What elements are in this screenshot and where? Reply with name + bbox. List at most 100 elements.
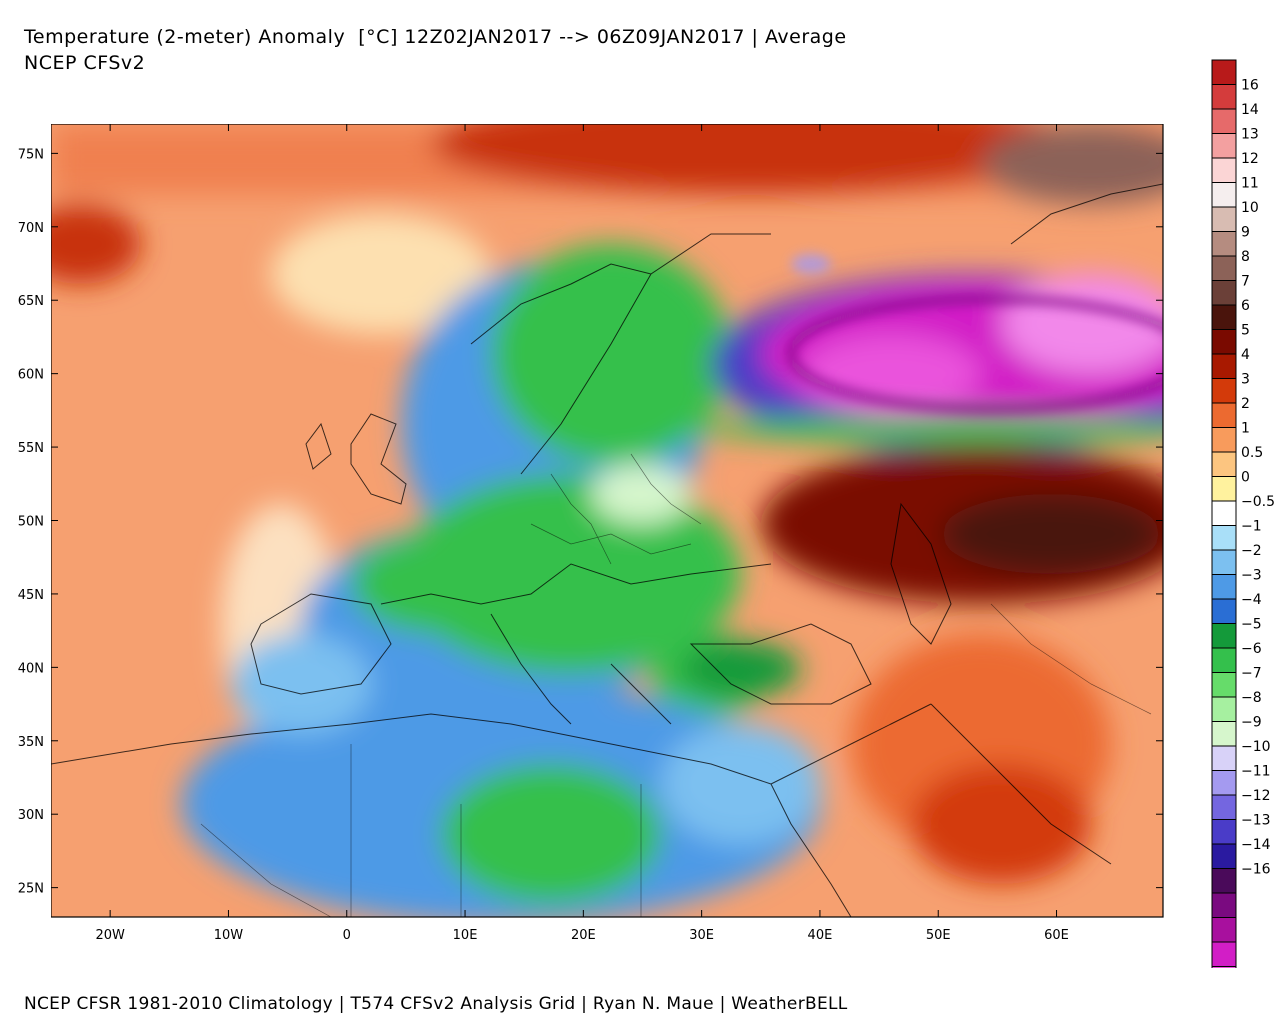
colorbar-swatch (1211, 574, 1237, 600)
colorbar-label: 5 (1241, 323, 1250, 339)
colorbar-label: 12 (1241, 151, 1259, 167)
lon-tick-label: 20E (571, 928, 596, 943)
colorbar-label: −6 (1241, 641, 1262, 657)
colorbar-swatch (1211, 598, 1237, 624)
colorbar-swatch (1211, 378, 1237, 404)
map-axes: 20W 10W 0 10E 20E 30E 40E 50E 60E (51, 124, 1163, 943)
colorbar-label: 0.5 (1241, 445, 1263, 461)
colorbar-swatch (1211, 745, 1237, 771)
colorbar-label: 1 (1241, 421, 1250, 437)
colorbar-label: 6 (1241, 298, 1250, 314)
colorbar-swatch (1211, 59, 1237, 85)
colorbar-swatch (1211, 794, 1237, 820)
colorbar-label: 10 (1241, 200, 1259, 216)
colorbar-swatch (1211, 353, 1237, 379)
lat-tick-label: 30N (18, 808, 44, 823)
colorbar-swatch (1211, 402, 1237, 428)
colorbar-label: 8 (1241, 249, 1250, 265)
colorbar-label: −5 (1241, 617, 1262, 633)
colorbar-label: 4 (1241, 347, 1250, 363)
map-title: Temperature (2-meter) Anomaly [°C] 12Z02… (24, 26, 847, 48)
lat-tick-label: 45N (18, 588, 44, 603)
lat-tick-label: 25N (18, 882, 44, 897)
anomaly-map: 20W 10W 0 10E 20E 30E 40E 50E 60E (51, 124, 1164, 943)
colorbar-swatch (1211, 819, 1237, 845)
lon-tick-label: 50E (926, 928, 951, 943)
colorbar-swatch (1211, 157, 1237, 183)
colorbar-swatch (1211, 84, 1237, 110)
lon-tick-label: 60E (1044, 928, 1069, 943)
colorbar-label: −10 (1241, 739, 1271, 755)
colorbar-label: −7 (1241, 666, 1262, 682)
colorbar-swatch (1211, 500, 1237, 526)
colorbar-swatch (1211, 721, 1237, 747)
colorbar-label: −0.5 (1241, 494, 1275, 510)
map-footer: NCEP CFSR 1981-2010 Climatology | T574 C… (24, 994, 848, 1014)
lon-tick-label: 0 (343, 928, 351, 943)
lon-tick-label: 10E (453, 928, 478, 943)
colorbar-swatch (1211, 108, 1237, 134)
colorbar-legend: 16 14 13 12 11 10 9 8 7 6 5 4 3 2 1 0.5 0 −0.5 −1 −2 −3 −4 −5 −… (1211, 59, 1275, 968)
colorbar-label: 7 (1241, 274, 1250, 290)
lat-tick-label: 60N (18, 368, 44, 383)
lon-tick-label: 10W (214, 928, 244, 943)
colorbar-label: 0 (1241, 470, 1250, 486)
lon-tick-label: 30E (689, 928, 714, 943)
lat-tick-label: 55N (18, 441, 44, 456)
lat-tick-label: 40N (18, 661, 44, 676)
lon-tick-label: 40E (808, 928, 833, 943)
colorbar-swatch (1211, 623, 1237, 649)
anomaly-field (51, 124, 1163, 917)
model-name: NCEP CFSv2 (24, 52, 146, 74)
colorbar-swatch (1211, 549, 1237, 575)
map-title-block: Temperature (2-meter) Anomaly [°C] 12Z02… (24, 24, 847, 76)
colorbar-label: −4 (1241, 592, 1262, 608)
colorbar-swatch (1211, 427, 1237, 453)
colorbar-label: −1 (1241, 519, 1262, 535)
lon-tick-label: 20W (95, 928, 125, 943)
colorbar-swatch (1211, 696, 1237, 722)
colorbar-label: 3 (1241, 372, 1250, 388)
colorbar-label: −16 (1241, 862, 1271, 878)
colorbar-swatch (1211, 843, 1237, 869)
lat-tick-label: 50N (18, 515, 44, 530)
colorbar-swatch (1211, 451, 1237, 477)
colorbar-swatch (1211, 304, 1237, 330)
colorbar-swatch (1211, 868, 1237, 894)
colorbar-swatch (1211, 917, 1237, 943)
colorbar-swatch (1211, 525, 1237, 551)
colorbar-label: −14 (1241, 837, 1271, 853)
colorbar-swatch (1211, 255, 1237, 281)
colorbar-swatch (1211, 133, 1237, 159)
colorbar-swatch (1211, 770, 1237, 796)
colorbar-swatch (1211, 941, 1237, 967)
colorbar-swatch (1211, 329, 1237, 355)
colorbar-swatch (1211, 231, 1237, 257)
colorbar-label: 9 (1241, 225, 1250, 241)
colorbar-label: 11 (1241, 176, 1259, 192)
colorbar-swatch (1211, 672, 1237, 698)
colorbar-label: 13 (1241, 127, 1259, 143)
colorbar-label: 2 (1241, 396, 1250, 412)
lat-tick-label: 75N (18, 147, 44, 162)
colorbar-swatch (1211, 206, 1237, 232)
colorbar-label: −13 (1241, 813, 1271, 829)
colorbar-label: 16 (1241, 78, 1259, 94)
colorbar-label: −12 (1241, 788, 1271, 804)
colorbar-label: −8 (1241, 690, 1262, 706)
colorbar-label: −3 (1241, 568, 1262, 584)
colorbar-swatch (1211, 182, 1237, 208)
colorbar-label: 14 (1241, 102, 1259, 118)
colorbar-swatch (1211, 280, 1237, 306)
lat-tick-label: 65N (18, 294, 44, 309)
lat-tick-label: 35N (18, 735, 44, 750)
colorbar-label: −2 (1241, 543, 1262, 559)
colorbar-label: −9 (1241, 715, 1262, 731)
colorbar-swatch (1211, 892, 1237, 918)
colorbar-swatch (1211, 647, 1237, 673)
colorbar-label: −11 (1241, 764, 1271, 780)
colorbar-swatch (1211, 476, 1237, 502)
coastlines (51, 183, 1163, 917)
lat-tick-label: 70N (18, 221, 44, 236)
lat-axis: 75N 70N 65N 60N 55N 50N 45N 40N 35N 30N 25N (18, 147, 44, 897)
